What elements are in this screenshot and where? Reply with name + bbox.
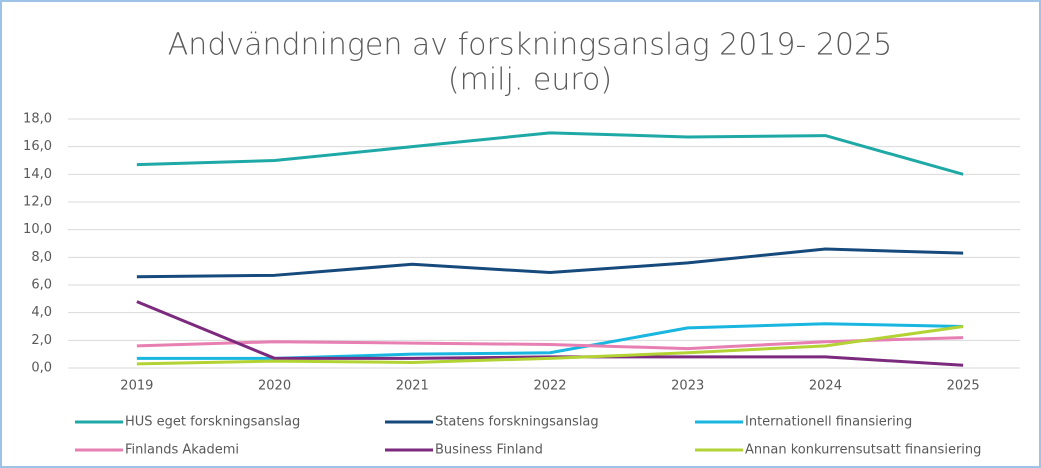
series-line	[136, 336, 964, 351]
chart-subtitle: (milj. euro)	[448, 63, 612, 98]
x-tick-label: 2024	[809, 379, 842, 394]
y-tick-label: 16,0	[23, 139, 52, 154]
x-tick-label: 2025	[947, 379, 980, 394]
series-line	[136, 325, 964, 366]
x-tick-label: 2023	[671, 379, 704, 394]
x-tick-label: 2021	[396, 379, 429, 394]
legend-label: Business Finland	[435, 443, 543, 458]
series-line	[136, 131, 964, 176]
y-tick-label: 2,0	[31, 333, 52, 348]
x-tick-label: 2019	[120, 379, 153, 394]
legend-label: Annan konkurrensutsatt finansiering	[745, 443, 981, 458]
legend-label: Internationell finansiering	[745, 415, 912, 430]
y-tick-label: 10,0	[23, 222, 52, 237]
y-tick-label: 8,0	[31, 250, 52, 265]
y-tick-label: 18,0	[23, 112, 52, 127]
chart-title: Andvändningen av forskningsanslag 2019- …	[168, 28, 892, 63]
legend-label: Finlands Akademi	[125, 443, 239, 458]
series-line	[136, 247, 964, 279]
y-tick-label: 6,0	[31, 278, 52, 293]
y-tick-label: 0,0	[31, 361, 52, 376]
x-tick-label: 2020	[258, 379, 291, 394]
x-tick-label: 2022	[533, 379, 566, 394]
y-tick-label: 4,0	[31, 305, 52, 320]
y-tick-label: 12,0	[23, 195, 52, 210]
legend-label: HUS eget forskningsanslag	[125, 415, 300, 430]
y-tick-label: 14,0	[23, 167, 52, 182]
legend-label: Statens forskningsanslag	[435, 415, 599, 430]
